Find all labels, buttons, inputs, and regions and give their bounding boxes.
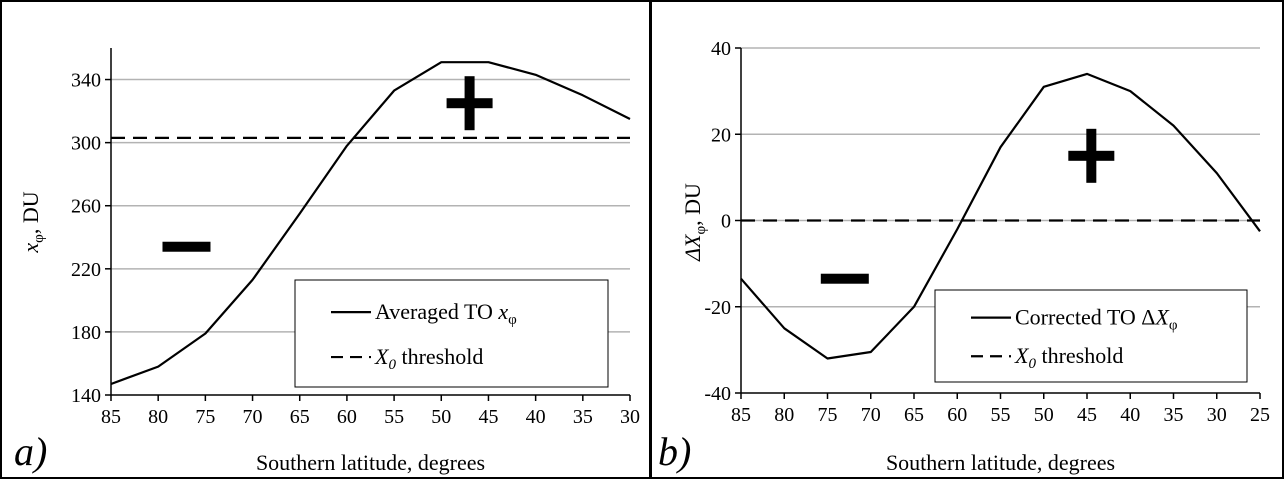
x-tick-label: 85: [731, 404, 751, 426]
legend-label: X0 threshold: [374, 344, 483, 373]
x-axis-title: Southern latitude, degrees: [886, 450, 1115, 475]
minus-marker: [820, 273, 869, 284]
x-tick-label: 85: [101, 406, 121, 428]
x-tick-label: 30: [1207, 404, 1227, 426]
legend-box: [294, 279, 609, 388]
y-tick-label: 20: [711, 124, 731, 146]
minus-marker: [162, 241, 211, 252]
y-tick-label: 140: [71, 385, 101, 407]
data-line: [110, 61, 631, 386]
plus-marker-vertical: [1086, 128, 1097, 183]
x-tick-label: 70: [243, 406, 263, 428]
y-tick-label: 260: [71, 196, 101, 218]
y-tick-label: 180: [71, 322, 101, 344]
data-line: [740, 72, 1261, 360]
y-tick-label: -40: [704, 383, 731, 405]
panel-b-frame: [650, 0, 1284, 479]
x-axis-title: Southern latitude, degrees: [256, 450, 485, 475]
y-tick-label: 40: [711, 38, 731, 60]
legend-label: Averaged TO xφ: [375, 299, 517, 328]
x-tick-label: 55: [991, 404, 1011, 426]
x-tick-label: 30: [620, 406, 640, 428]
y-tick-label: -20: [704, 297, 731, 319]
x-tick-label: 40: [1120, 404, 1140, 426]
x-tick-label: 45: [478, 406, 498, 428]
x-tick-label: 80: [774, 404, 794, 426]
legend-label: Corrected TO ΔXφ: [1015, 305, 1178, 334]
x-tick-label: 35: [573, 406, 593, 428]
y-tick-label: 0: [721, 211, 731, 233]
x-tick-label: 25: [1250, 404, 1270, 426]
x-tick-label: 35: [1164, 404, 1184, 426]
x-tick-label: 80: [148, 406, 168, 428]
x-tick-label: 55: [384, 406, 404, 428]
x-tick-label: 65: [290, 406, 310, 428]
x-tick-label: 50: [1034, 404, 1054, 426]
chart-panel-b: -40 -20 0 20 40 85 80 75 70 65 60 55 50 45 40 35 30 25 Sou…: [658, 38, 1270, 475]
x-tick-label: 70: [861, 404, 881, 426]
y-axis-title: xφ, DU: [18, 191, 47, 253]
y-tick-label: 220: [71, 259, 101, 281]
x-tick-label: 65: [904, 404, 924, 426]
x-tick-label: 75: [818, 404, 838, 426]
legend-label: X0 threshold: [1014, 343, 1123, 372]
panel-label: b): [658, 429, 691, 474]
x-tick-label: 60: [337, 406, 357, 428]
y-axis-title: ΔXφ, DU: [680, 183, 709, 262]
y-tick-label: 340: [71, 70, 101, 92]
chart-panel-a: 140 180 220 260 300 340 85 80 75 70 65 60 55 50 45 40 35…: [14, 48, 640, 475]
x-tick-label: 50: [431, 406, 451, 428]
x-tick-label: 45: [1077, 404, 1097, 426]
plus-marker-vertical: [464, 76, 475, 131]
x-tick-label: 60: [947, 404, 967, 426]
x-tick-label: 75: [195, 406, 215, 428]
y-tick-label: 300: [71, 133, 101, 155]
legend-box: [934, 289, 1248, 383]
panel-label: a): [14, 429, 47, 474]
x-tick-label: 40: [526, 406, 546, 428]
